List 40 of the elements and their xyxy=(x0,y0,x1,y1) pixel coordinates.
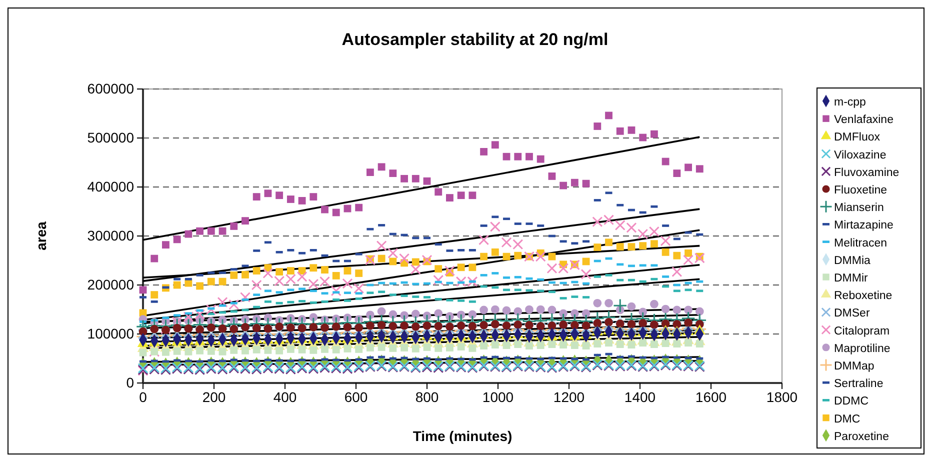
legend-label: DMMir xyxy=(834,272,868,284)
x-tick-label: 800 xyxy=(415,388,439,405)
legend-label: DMSer xyxy=(834,308,870,320)
legend-label: DDMC xyxy=(834,396,868,408)
y-tick-label: 500000 xyxy=(87,129,134,146)
legend-label: Mirtazapine xyxy=(834,220,894,232)
legend-label: Reboxetine xyxy=(834,290,892,302)
legend-label: DMMap xyxy=(834,360,874,372)
legend-label: Citalopram xyxy=(834,325,890,338)
x-tick-label: 1200 xyxy=(553,388,585,405)
legend-label: Melitracen xyxy=(834,237,888,250)
y-tick-label: 200000 xyxy=(87,276,134,292)
legend-label: m-cpp xyxy=(834,96,866,108)
y-axis-title: area xyxy=(33,221,49,250)
x-axis-title: Time (minutes) xyxy=(412,428,512,444)
legend-label: Viloxazine xyxy=(834,149,886,162)
x-tick-label: 1400 xyxy=(624,388,656,405)
x-tick-label: 1000 xyxy=(482,388,514,405)
x-tick-label: 200 xyxy=(202,388,226,405)
y-tick-label: 0 xyxy=(126,374,134,390)
legend-label: Paroxetine xyxy=(834,430,889,443)
x-tick-label: 0 xyxy=(139,388,148,405)
y-tick-label: 100000 xyxy=(87,325,134,342)
legend-label: Fluoxetine xyxy=(834,184,888,196)
legend-label: Venlafaxine xyxy=(834,114,894,126)
x-tick-label: 400 xyxy=(273,388,297,405)
legend-label: DMMia xyxy=(834,254,872,267)
legend-label: Mianserin xyxy=(834,202,884,214)
legend-label: DMC xyxy=(834,413,860,426)
y-tick-label: 400000 xyxy=(87,178,134,194)
legend-label: DMFluox xyxy=(834,132,880,144)
y-tick-label: 600000 xyxy=(87,80,134,96)
x-tick-label: 1600 xyxy=(695,388,727,405)
chart-title: Autosampler stability at 20 ng/ml xyxy=(342,30,608,49)
x-tick-label: 1800 xyxy=(766,388,798,405)
x-tick-label: 600 xyxy=(344,388,368,405)
legend-label: Fluvoxamine xyxy=(834,166,900,179)
legend-label: Sertraline xyxy=(834,378,884,390)
y-tick-label: 300000 xyxy=(87,227,134,244)
legend-label: Maprotiline xyxy=(834,342,890,355)
